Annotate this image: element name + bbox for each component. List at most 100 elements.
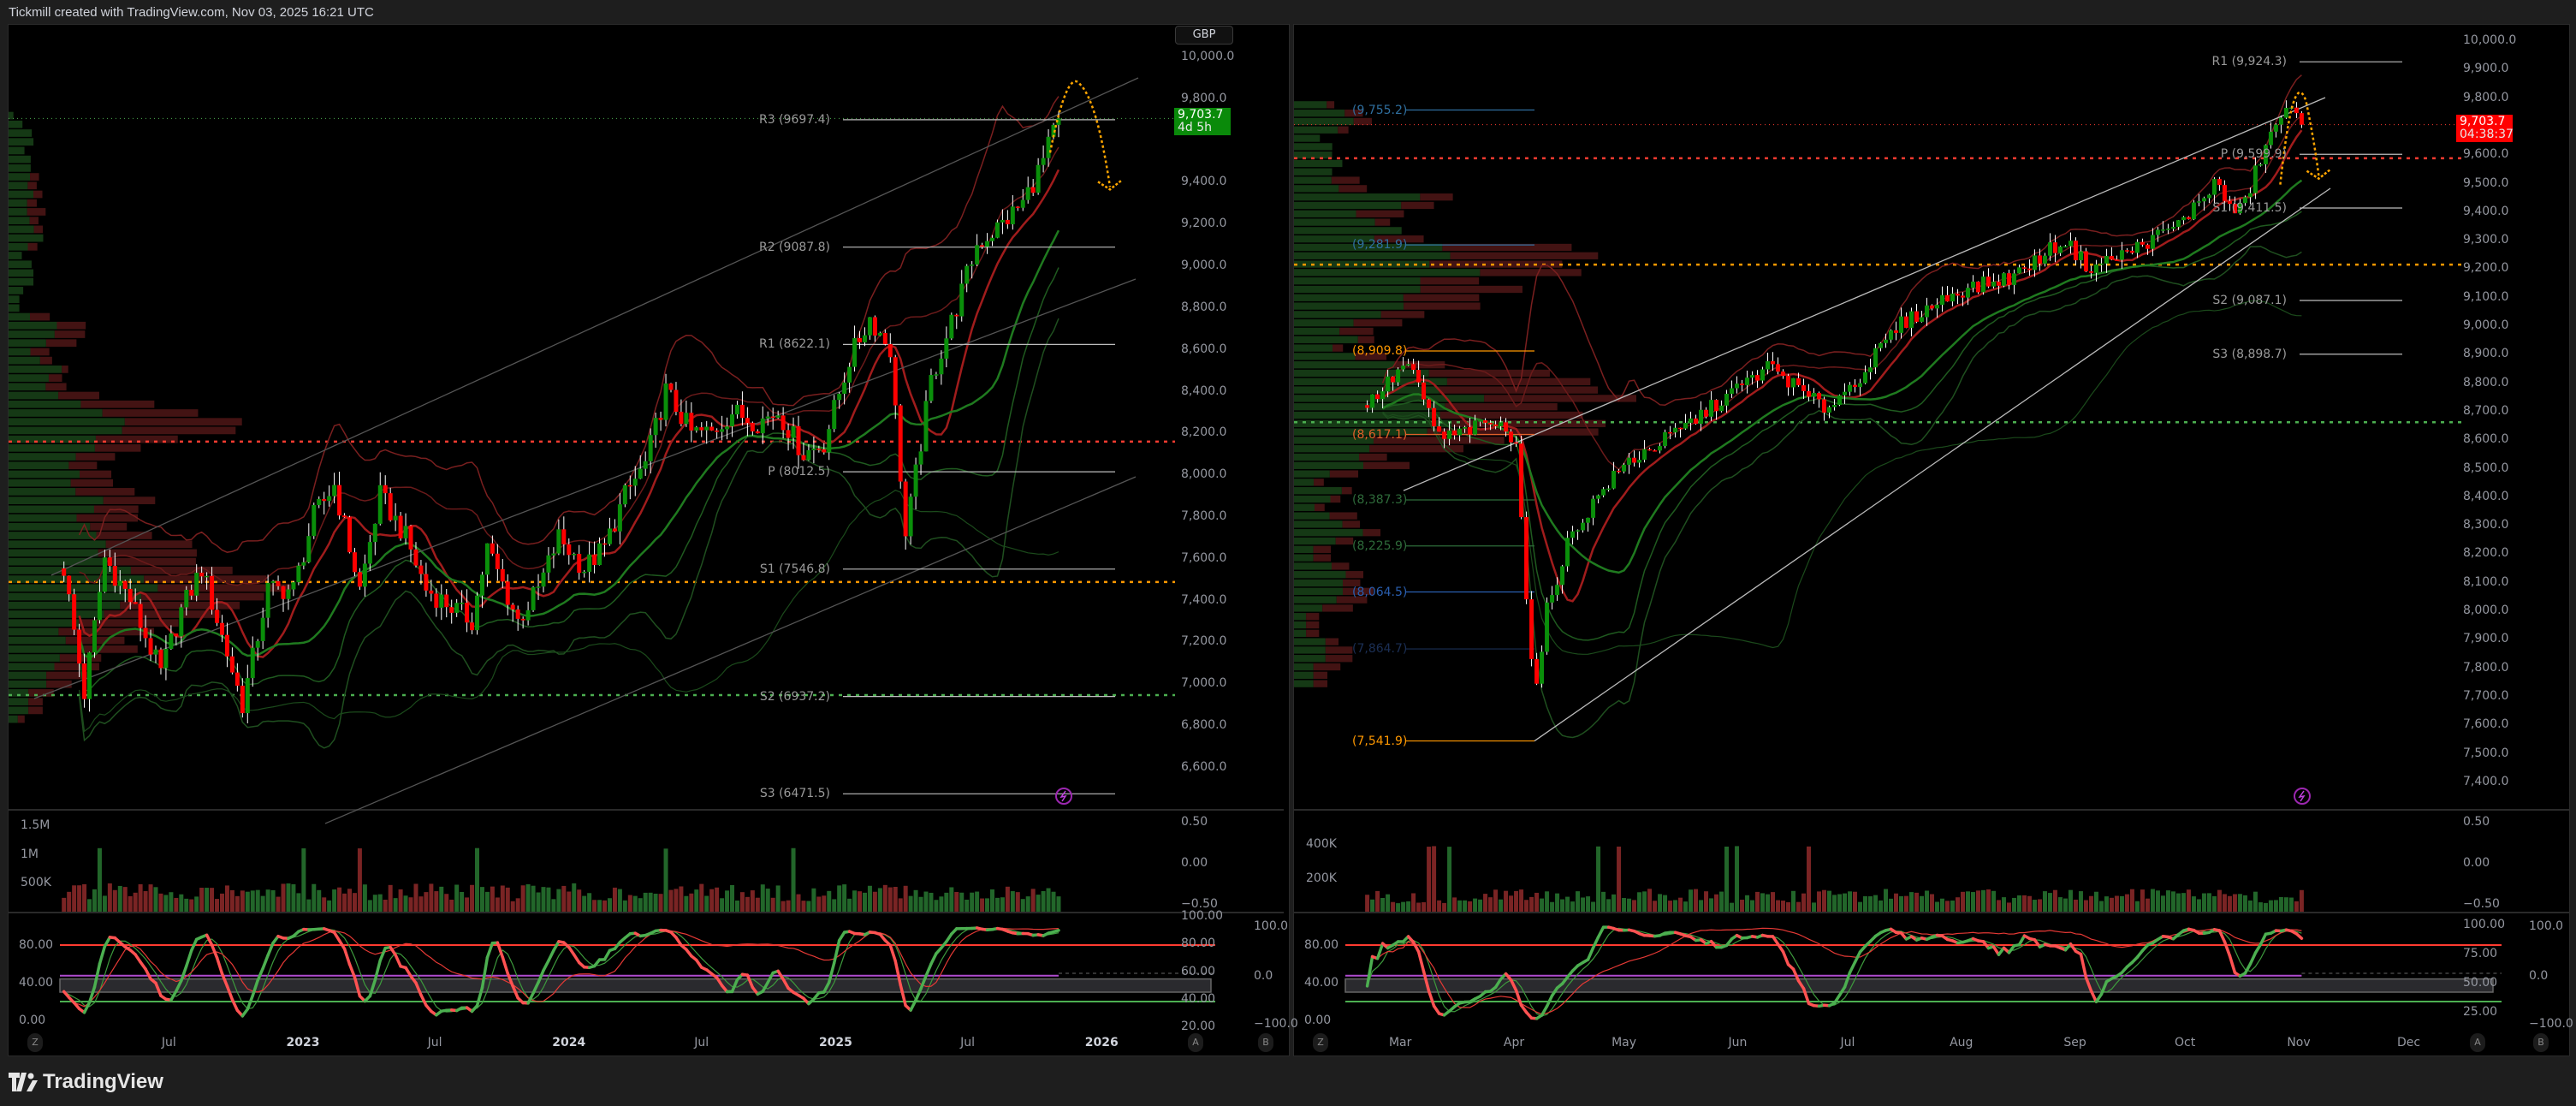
candle-up	[587, 554, 592, 572]
tradingview-logo[interactable]: TradingView	[9, 1070, 163, 1094]
volume-bar	[1760, 893, 1766, 912]
candle-up	[1627, 457, 1632, 465]
volume-bar	[2170, 891, 2175, 912]
volume-profile-bar-up	[9, 426, 122, 435]
volume-bar	[715, 887, 720, 912]
volume-profile-bar-up	[9, 645, 85, 653]
stoch-k-segment	[2099, 980, 2109, 996]
stoch-k-segment	[567, 945, 576, 957]
price-axis-label: 7,600.0	[1181, 550, 1227, 565]
volume-profile-bar-up	[9, 522, 91, 531]
volume-bar	[265, 889, 270, 912]
candle-down	[520, 618, 525, 621]
candle-up	[2247, 193, 2253, 198]
volume-profile-bar-down	[33, 190, 43, 199]
candle-up	[362, 563, 367, 587]
candle-up	[1020, 199, 1025, 208]
volume-bar	[1848, 891, 1853, 912]
volume-bar	[1617, 846, 1622, 912]
price-axis-label: 7,900.0	[2463, 632, 2509, 646]
candle-down	[1704, 409, 1709, 417]
volume-bar	[2001, 897, 2006, 912]
volume-profile-bar-up	[1294, 680, 1314, 687]
volume-profile-bar-up	[1294, 419, 1452, 427]
volume-profile-bar-up	[9, 339, 46, 348]
tradingview-logo-icon	[9, 1073, 38, 1091]
scale-button-a[interactable]: A	[2470, 1033, 2485, 1052]
candle-down	[1781, 372, 1786, 377]
volume-bar	[1056, 896, 1061, 912]
volume-bar	[1985, 889, 1991, 912]
volume-profile-bar-down	[1356, 210, 1404, 217]
price-axis-label: 9,600.0	[2463, 147, 2509, 162]
stoch-k-segment	[888, 943, 897, 963]
volume-profile-bar-up	[1294, 487, 1342, 495]
volume-bar	[1586, 896, 1591, 912]
scale-button-b[interactable]: B	[1258, 1033, 1273, 1052]
stoch-k-segment	[511, 984, 519, 1000]
volume-bar	[556, 889, 561, 912]
volume-profile-bar-down	[1420, 193, 1453, 201]
volume-profile-bar-up	[1294, 604, 1323, 612]
volume-bar	[1601, 891, 1606, 912]
chart-right	[1293, 61, 2569, 1020]
scale-button-z[interactable]: Z	[1313, 1033, 1328, 1052]
trend-channel-line	[324, 476, 1137, 824]
volume-bar	[2227, 895, 2232, 912]
volume-scale-label: −0.50	[2463, 897, 2500, 911]
volume-bar	[2093, 891, 2098, 912]
scale-button-a[interactable]: A	[1188, 1033, 1203, 1052]
candle-down	[822, 449, 827, 453]
chart-panel-left[interactable]	[8, 24, 1290, 1056]
volume-bar	[2088, 895, 2093, 912]
volume-bar	[1960, 891, 1965, 912]
scale-button-z[interactable]: Z	[27, 1033, 43, 1052]
chart-panel-right[interactable]	[1293, 24, 2570, 1056]
volume-bar	[720, 898, 725, 912]
volume-profile-bar-up	[9, 260, 32, 269]
candle-down	[128, 588, 133, 603]
volume-profile-bar-up	[1294, 545, 1314, 553]
volume-profile-bar-down	[90, 522, 128, 531]
stoch-k-segment	[745, 973, 755, 990]
volume-profile-bar-up	[1294, 461, 1364, 469]
volume-bar	[638, 898, 643, 912]
volume-profile-bar-up	[9, 277, 34, 286]
volume-bar	[434, 891, 439, 912]
stoch-k-segment	[909, 998, 917, 1012]
volume-bar	[347, 889, 352, 912]
candle-down	[2299, 113, 2304, 125]
candle-up	[1386, 376, 1391, 392]
candle-up	[2175, 220, 2181, 228]
candle-up	[2042, 255, 2047, 264]
candle-up	[791, 425, 796, 438]
volume-profile-bar-up	[9, 400, 81, 408]
price-axis-label: 8,400.0	[1181, 384, 1227, 398]
candle-up	[2191, 202, 2196, 220]
volume-profile-bar-up	[1294, 638, 1326, 645]
volume-profile-bar-up	[1294, 453, 1360, 461]
candle-up	[255, 640, 260, 648]
candle-up	[2150, 235, 2155, 249]
volume-bar	[372, 895, 377, 912]
volume-bar	[1766, 894, 1771, 912]
volume-bar	[546, 887, 551, 912]
fib-level-label: (8,387.3)	[1352, 493, 1408, 508]
price-axis-label: 7,500.0	[2463, 746, 2509, 760]
pivot-label: P (8012.5)	[768, 465, 830, 479]
volume-bar	[199, 888, 205, 912]
stoch-k-segment	[256, 966, 264, 982]
candle-down	[77, 629, 82, 664]
candle-up	[1735, 384, 1740, 389]
volume-bar	[668, 889, 674, 912]
candle-up	[1689, 418, 1694, 423]
volume-bar	[2181, 893, 2186, 912]
scale-button-b[interactable]: B	[2533, 1033, 2549, 1052]
currency-button[interactable]: GBP	[1175, 26, 1233, 45]
volume-profile-bar-up	[1294, 353, 1356, 360]
candle-down	[1714, 400, 1719, 412]
volume-bar	[1975, 890, 1980, 912]
volume-profile-bar-up	[1294, 168, 1333, 175]
volume-bar	[1996, 900, 2001, 912]
